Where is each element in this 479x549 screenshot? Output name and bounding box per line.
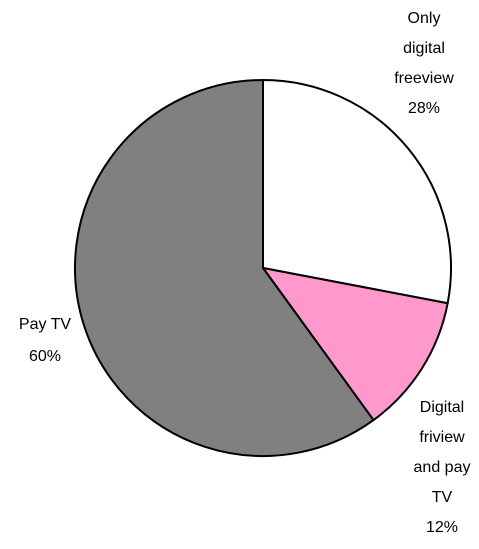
value-label: 60%: [28, 348, 62, 365]
slice-label: Only digital freeview 28%: [388, 4, 460, 124]
slice-label: Pay TV 60%: [5, 309, 85, 373]
value-label: 28%: [407, 100, 441, 117]
pie-slice: [74, 78, 375, 457]
pie-slice: [262, 78, 452, 305]
slice-label: Digital friview and pay TV 12%: [404, 393, 479, 543]
category-label: Pay TV: [18, 316, 72, 333]
category-label: Only digital freeview: [394, 10, 454, 87]
value-label: 12%: [425, 519, 459, 536]
category-label: Digital friview and pay TV: [413, 399, 471, 506]
pie-slice: [260, 266, 449, 422]
